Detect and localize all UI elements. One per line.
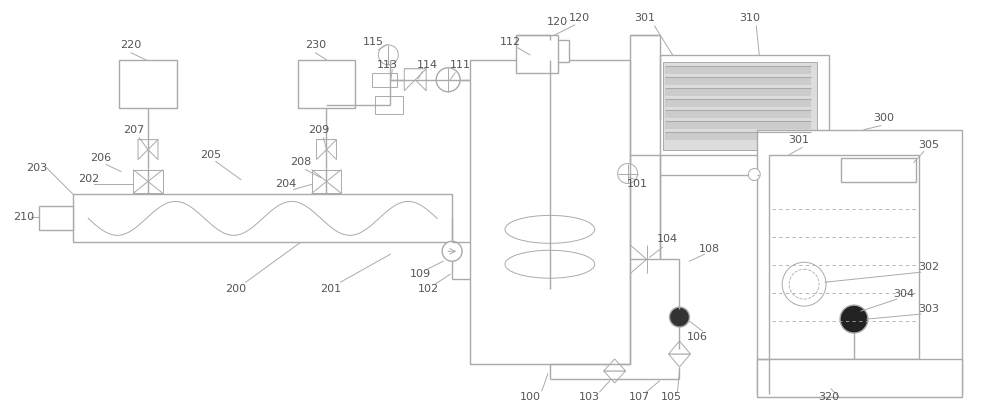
Text: 304: 304 (893, 289, 914, 299)
Bar (470, 60, 630, 364)
Ellipse shape (505, 215, 595, 243)
Polygon shape (404, 69, 426, 91)
Text: 204: 204 (275, 179, 296, 189)
Text: 115: 115 (363, 37, 384, 47)
Text: 220: 220 (120, 40, 142, 50)
Bar (39, 206, 73, 231)
Polygon shape (669, 354, 690, 367)
Circle shape (442, 241, 462, 261)
Text: 112: 112 (499, 37, 521, 47)
Text: 208: 208 (290, 156, 311, 166)
Bar (665, 120, 811, 129)
Circle shape (436, 68, 460, 92)
Text: 303: 303 (918, 304, 939, 314)
Bar (660, 55, 829, 155)
Text: 113: 113 (377, 60, 398, 70)
Text: 209: 209 (308, 125, 329, 135)
Text: 301: 301 (634, 13, 655, 23)
Bar (73, 194, 452, 242)
Text: 230: 230 (305, 40, 326, 50)
Bar (119, 60, 177, 108)
Ellipse shape (505, 250, 595, 278)
Text: 210: 210 (13, 212, 34, 222)
Bar (769, 155, 919, 359)
Text: 201: 201 (320, 284, 341, 294)
Bar (665, 88, 811, 96)
Text: 301: 301 (789, 135, 810, 145)
Bar (133, 170, 163, 193)
Text: 207: 207 (123, 125, 145, 135)
Text: 205: 205 (200, 150, 221, 160)
Text: 203: 203 (26, 162, 47, 172)
Circle shape (670, 307, 689, 327)
Bar (665, 77, 811, 85)
Polygon shape (604, 359, 626, 371)
Bar (665, 110, 811, 118)
Bar (516, 35, 558, 73)
Bar (757, 130, 962, 394)
Text: 302: 302 (918, 262, 939, 272)
Text: 105: 105 (661, 392, 682, 402)
Text: 104: 104 (657, 234, 678, 244)
Bar (312, 170, 341, 193)
Text: 107: 107 (629, 392, 650, 402)
Text: 206: 206 (91, 153, 112, 162)
Text: 120: 120 (569, 13, 590, 23)
Polygon shape (138, 139, 158, 160)
Text: 310: 310 (739, 13, 760, 23)
Text: 101: 101 (627, 179, 648, 189)
Polygon shape (669, 341, 690, 354)
Polygon shape (138, 139, 158, 160)
Polygon shape (604, 371, 626, 383)
Text: 106: 106 (687, 332, 708, 342)
Circle shape (618, 164, 638, 183)
Bar (665, 99, 811, 107)
Polygon shape (404, 69, 426, 91)
Bar (663, 62, 817, 150)
Bar (375, 96, 403, 114)
Text: 305: 305 (918, 139, 939, 150)
Text: 103: 103 (579, 392, 600, 402)
Circle shape (789, 269, 819, 299)
Text: 111: 111 (450, 60, 471, 70)
Bar (841, 158, 916, 183)
Text: 202: 202 (79, 174, 100, 185)
Text: 300: 300 (873, 113, 894, 123)
Bar (298, 60, 355, 108)
Text: 320: 320 (818, 392, 840, 402)
Text: 100: 100 (519, 392, 540, 402)
Text: 102: 102 (418, 284, 439, 294)
Circle shape (782, 262, 826, 306)
Text: 114: 114 (417, 60, 438, 70)
Circle shape (378, 45, 398, 65)
Polygon shape (317, 139, 336, 160)
Text: 109: 109 (410, 269, 431, 279)
Bar (531, 40, 569, 62)
Circle shape (840, 305, 868, 333)
Text: 108: 108 (699, 244, 720, 254)
Bar (372, 73, 397, 87)
Circle shape (748, 168, 760, 181)
Polygon shape (631, 245, 647, 273)
Text: 200: 200 (225, 284, 246, 294)
Polygon shape (317, 139, 336, 160)
Text: 120: 120 (547, 17, 568, 27)
Bar (757, 359, 962, 397)
Bar (665, 66, 811, 74)
Bar (665, 132, 811, 139)
